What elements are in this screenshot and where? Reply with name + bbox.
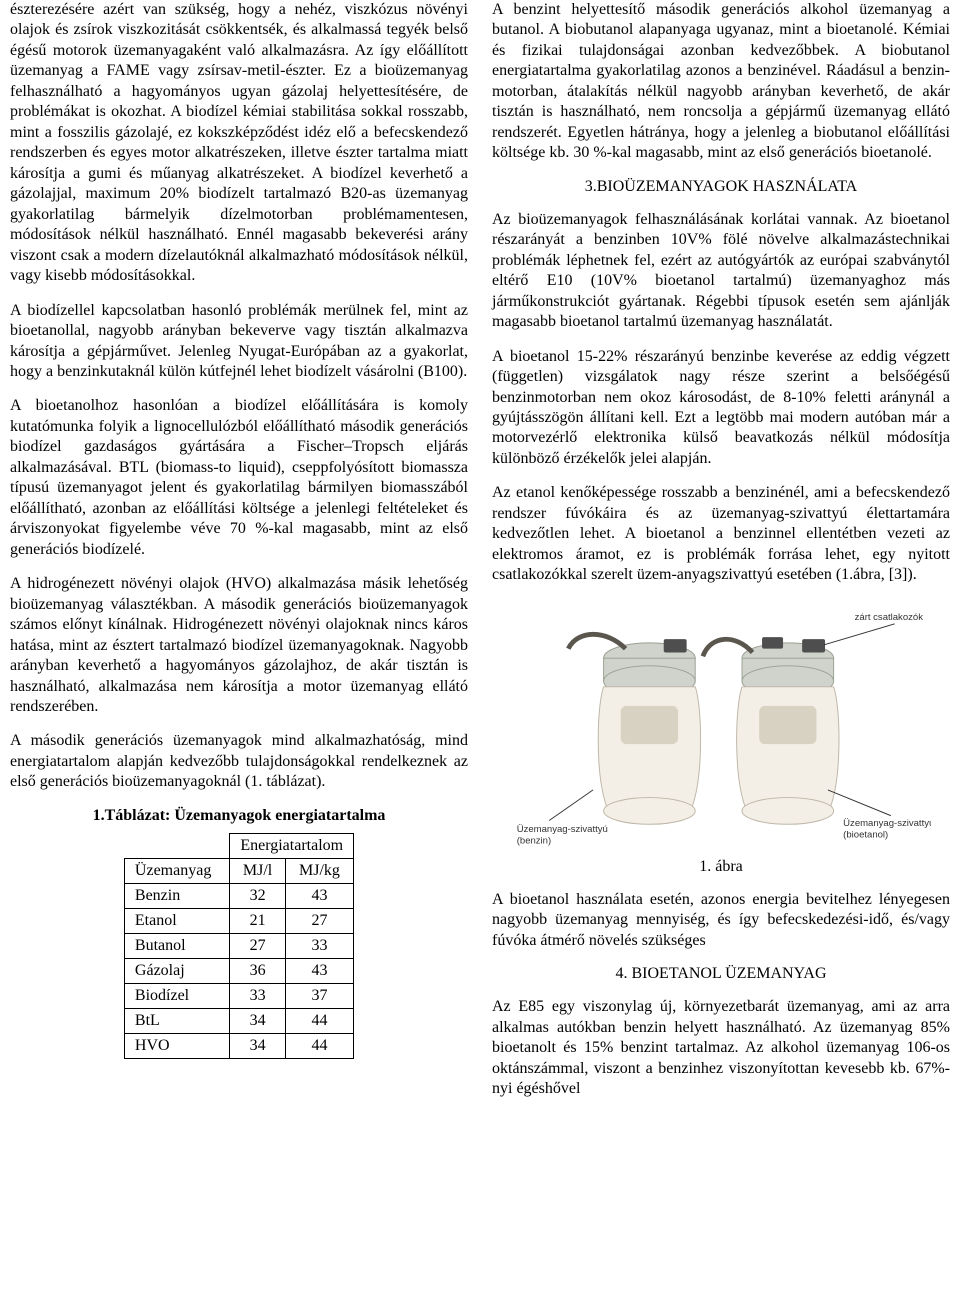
table-title: 1.Táblázat: Üzemanyagok energiatartalma: [10, 807, 468, 825]
left-paragraph-2: A biodízellel kapcsolatban hasonló probl…: [10, 301, 468, 383]
table-row: Benzin 32 43: [124, 883, 353, 908]
fuel-mjl: 34: [230, 1033, 286, 1058]
fig-label-right: Üzemanyag-szivattyú(bioetanol): [843, 818, 931, 840]
fuel-mjl: 27: [230, 933, 286, 958]
right-paragraph-4: Az etanol kenőképessége rosszabb a benzi…: [492, 483, 950, 585]
left-paragraph-4: A hidrogénezett növényi olajok (HVO) alk…: [10, 574, 468, 717]
fuel-mjl: 32: [230, 883, 286, 908]
table-row: Gázolaj 36 43: [124, 958, 353, 983]
fuel-mjkg: 27: [285, 908, 353, 933]
table-row: Butanol 27 33: [124, 933, 353, 958]
right-paragraph-1: A benzint helyettesítő második generáció…: [492, 0, 950, 164]
table-header-energy: Energiatartalom: [230, 833, 354, 858]
fuel-name: Benzin: [124, 883, 229, 908]
fuel-pump-illustration: Üzemanyag-szivattyú(benzin) Üzemanyag-sz…: [511, 600, 931, 850]
fuel-mjkg: 44: [285, 1033, 353, 1058]
fuel-mjl: 33: [230, 983, 286, 1008]
fig-label-left: Üzemanyag-szivattyú(benzin): [517, 824, 608, 846]
table-header-mjl: MJ/l: [230, 858, 286, 883]
figure-1-caption: 1. ábra: [492, 858, 950, 876]
fuel-mjl: 34: [230, 1008, 286, 1033]
left-paragraph-1: észterezésére azért van szükség, hogy a …: [10, 0, 468, 287]
right-paragraph-6: Az E85 egy viszonylag új, környezetbarát…: [492, 997, 950, 1099]
table-row: BtL 34 44: [124, 1008, 353, 1033]
left-paragraph-5: A második generációs üzemanyagok mind al…: [10, 731, 468, 792]
fuel-mjl: 21: [230, 908, 286, 933]
table-header-fuel: Üzemanyag: [124, 858, 229, 883]
fuel-mjkg: 43: [285, 883, 353, 908]
fuel-name: BtL: [124, 1008, 229, 1033]
right-paragraph-3: A bioetanol 15-22% részarányú benzinbe k…: [492, 347, 950, 470]
fuel-mjkg: 37: [285, 983, 353, 1008]
right-paragraph-5: A bioetanol használata esetén, azonos en…: [492, 890, 950, 951]
fuel-name: Biodízel: [124, 983, 229, 1008]
table-row: HVO 34 44: [124, 1033, 353, 1058]
fuel-name: HVO: [124, 1033, 229, 1058]
right-paragraph-2: Az bioüzemanyagok felhasználásának korlá…: [492, 210, 950, 333]
section-4-title: 4. BIOETANOL ÜZEMANYAG: [492, 965, 950, 983]
table-row: Etanol 21 27: [124, 908, 353, 933]
table-header-mjkg: MJ/kg: [285, 858, 353, 883]
fuel-mjkg: 43: [285, 958, 353, 983]
right-column: A benzint helyettesítő második generáció…: [492, 0, 950, 1113]
fig-label-closed: zárt csatlakozók: [855, 612, 924, 623]
table-row: Biodízel 33 37: [124, 983, 353, 1008]
fuel-mjkg: 44: [285, 1008, 353, 1033]
section-3-title: 3.BIOÜZEMANYAGOK HASZNÁLATA: [492, 178, 950, 196]
left-paragraph-3: A bioetanolhoz hasonlóan a biodízel előá…: [10, 396, 468, 560]
energy-table: Energiatartalom Üzemanyag MJ/l MJ/kg Ben…: [124, 833, 354, 1059]
figure-1: Üzemanyag-szivattyú(benzin) Üzemanyag-sz…: [492, 600, 950, 850]
fuel-name: Etanol: [124, 908, 229, 933]
left-column: észterezésére azért van szükség, hogy a …: [10, 0, 468, 1113]
fuel-mjl: 36: [230, 958, 286, 983]
fuel-name: Gázolaj: [124, 958, 229, 983]
fuel-name: Butanol: [124, 933, 229, 958]
fuel-mjkg: 33: [285, 933, 353, 958]
